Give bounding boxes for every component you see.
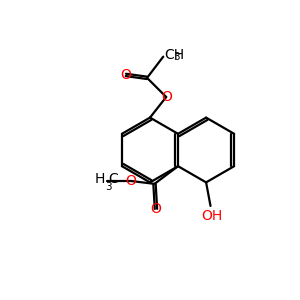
Text: 3: 3 bbox=[105, 182, 112, 191]
Text: O: O bbox=[120, 68, 131, 82]
Text: OH: OH bbox=[201, 209, 223, 223]
Text: O: O bbox=[161, 90, 172, 104]
Text: CH: CH bbox=[165, 48, 185, 62]
Text: O: O bbox=[151, 202, 161, 216]
Text: 3: 3 bbox=[174, 52, 180, 62]
Text: O: O bbox=[125, 174, 136, 188]
Text: C: C bbox=[108, 172, 118, 186]
Text: H: H bbox=[95, 172, 105, 186]
